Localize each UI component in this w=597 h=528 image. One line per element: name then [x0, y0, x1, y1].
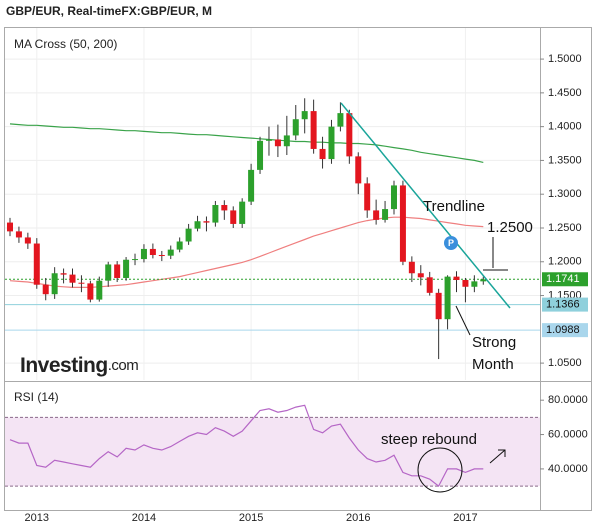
y-tick-label: 1.5000	[548, 53, 582, 65]
logo: Investing.com	[20, 354, 138, 377]
candle-body	[203, 221, 210, 223]
candle-body	[230, 210, 237, 224]
arrow	[489, 449, 506, 464]
candle-body	[283, 135, 290, 147]
marker-label: P	[448, 238, 454, 248]
candle-body	[158, 255, 165, 257]
candle-body	[435, 292, 442, 320]
logo-main: Investing	[20, 354, 108, 377]
x-tick-label: 2016	[346, 512, 370, 524]
pointer	[455, 305, 471, 336]
candle-body	[453, 276, 460, 281]
y-tick-label: 1.2500	[548, 222, 582, 234]
annotation: steep rebound	[381, 431, 477, 448]
candle-body	[176, 241, 183, 250]
candle-body	[105, 264, 112, 281]
candle-body	[69, 274, 76, 283]
candle-body	[399, 185, 406, 262]
x-tick-label: 2015	[239, 512, 263, 524]
candle-body	[346, 113, 353, 157]
candle-body	[408, 261, 415, 274]
y-tick-label: 1.4500	[548, 87, 582, 99]
candle-body	[471, 281, 478, 287]
candle-body	[292, 119, 299, 136]
candle-body	[140, 248, 147, 260]
annotation: Trendline	[423, 198, 485, 215]
candle-body	[364, 183, 371, 211]
candle-body	[24, 237, 31, 244]
candle-body	[60, 273, 67, 275]
candle-body	[337, 113, 344, 127]
level-label: 1.1741	[546, 273, 580, 285]
candle-body	[167, 249, 174, 256]
candle-body	[87, 283, 94, 300]
candle-body	[319, 148, 326, 160]
frame	[4, 27, 592, 511]
candle-body	[78, 282, 85, 284]
candle-body	[274, 139, 281, 147]
y-tick-label: 1.2000	[548, 256, 582, 268]
line-series	[9, 123, 484, 163]
y-tick-label: 1.3000	[548, 188, 582, 200]
candle-body	[257, 140, 264, 170]
candle-body	[301, 111, 308, 120]
candle-body	[480, 279, 487, 282]
trendline	[340, 102, 511, 309]
candle-body	[149, 248, 156, 256]
candle-body	[221, 205, 228, 211]
level-tag	[542, 297, 588, 312]
candle-body	[42, 284, 49, 295]
level-tag	[542, 272, 588, 287]
annotation: Month	[472, 356, 514, 373]
candle-body	[15, 231, 22, 238]
level-label: 1.0988	[546, 324, 580, 336]
y-tick-label: 1.3500	[548, 154, 582, 166]
candle-body	[239, 201, 246, 224]
candle-body	[417, 273, 424, 278]
annotation: Strong	[472, 334, 516, 351]
level-label: 1.1366	[546, 299, 580, 311]
band-fill	[5, 417, 540, 487]
panel-label: MA Cross (50, 200)	[14, 37, 117, 51]
candle-body	[185, 228, 192, 242]
panel-label: RSI (14)	[14, 390, 59, 404]
marker-icon	[444, 236, 458, 250]
candle-body	[310, 111, 317, 149]
x-tick-label: 2013	[25, 512, 49, 524]
y-tick-label: 80.0000	[548, 394, 588, 406]
x-tick-label: 2017	[453, 512, 477, 524]
y-tick-label: 1.4000	[548, 121, 582, 133]
logo-suffix: .com	[108, 357, 139, 374]
candle-body	[96, 280, 103, 300]
candle-body	[7, 222, 13, 232]
candle-body	[462, 280, 469, 287]
level-tag	[542, 323, 588, 338]
candle-body	[51, 273, 58, 295]
line-series	[9, 404, 484, 488]
candle-body	[355, 156, 362, 184]
candle-body	[123, 259, 130, 278]
candle-body	[194, 221, 201, 229]
chart-title: GBP/EUR, Real-timeFX:GBP/EUR, M	[6, 4, 212, 18]
candle-body	[265, 139, 272, 141]
candle-body	[382, 209, 389, 220]
candle-body	[114, 264, 121, 278]
x-tick-label: 2014	[132, 512, 156, 524]
candle-body	[444, 276, 451, 320]
y-tick-label: 1.0500	[548, 357, 582, 369]
y-tick-label: 60.0000	[548, 428, 588, 440]
candle-body	[390, 185, 397, 210]
candle-body	[426, 277, 433, 293]
annotation: 1.2500	[487, 219, 533, 236]
y-tick-label: 40.0000	[548, 463, 588, 475]
candle-body	[33, 243, 40, 285]
candle-body	[132, 259, 139, 261]
candle-body	[248, 169, 255, 202]
highlight-circle	[417, 447, 463, 493]
candle-body	[212, 205, 219, 223]
candle-body	[373, 210, 380, 220]
candle-body	[328, 126, 335, 160]
